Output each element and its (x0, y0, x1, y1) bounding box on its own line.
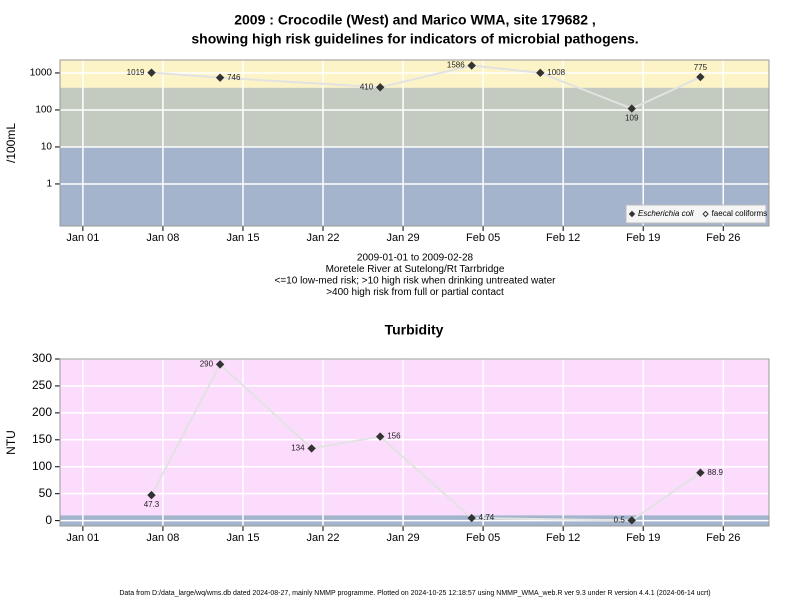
x-tick-label: Jan 08 (146, 232, 179, 244)
value-label: 290 (200, 359, 214, 368)
value-label: 88.9 (707, 468, 723, 477)
data-point (467, 513, 476, 523)
legend-marker (702, 210, 709, 218)
x-tick-label: Jan 15 (226, 232, 259, 244)
x-tick-label: Feb 19 (626, 232, 660, 244)
value-label: 1019 (127, 68, 145, 77)
x-tick-label: Jan 29 (387, 232, 420, 244)
caption-line: <=10 low-med risk; >10 high risk when dr… (275, 276, 557, 287)
x-tick-label: Jan 15 (226, 532, 259, 544)
footer: Data from D:/data_large/wq/wms.db dated … (119, 590, 710, 597)
risk-band (60, 87, 769, 147)
x-tick-label: Jan 08 (146, 532, 179, 544)
chart-title: Turbidity (385, 322, 444, 338)
data-point (215, 360, 225, 369)
data-point (215, 73, 225, 82)
data-point (147, 68, 156, 77)
x-tick-label: Jan 22 (307, 232, 340, 244)
data-point (467, 61, 476, 70)
data-point (375, 83, 385, 92)
caption-line: Moretele River at Sutelong/Rt Tarrbridge (326, 264, 505, 275)
data-point (536, 68, 545, 78)
legend-label: faecal coliforms (712, 209, 768, 218)
y-tick-label: 100 (32, 459, 52, 473)
data-point (375, 432, 385, 441)
value-label: 4.74 (479, 513, 495, 522)
y-tick-label: 0 (45, 513, 52, 527)
x-tick-label: Jan 01 (66, 232, 99, 244)
risk-band (60, 359, 769, 516)
x-tick-label: Feb 12 (546, 532, 580, 544)
x-tick-label: Feb 12 (546, 232, 580, 244)
value-label: 775 (694, 63, 708, 72)
caption-line: 2009-01-01 to 2009-02-28 (357, 253, 474, 264)
y-tick-label: 10 (41, 142, 53, 153)
value-label: 134 (291, 444, 305, 453)
legend-box (625, 204, 767, 224)
y-tick-label: 300 (32, 351, 52, 365)
x-tick-label: Feb 05 (466, 232, 500, 244)
x-tick-label: Jan 29 (387, 532, 420, 544)
x-tick-label: Feb 05 (466, 532, 500, 544)
value-label: 156 (387, 432, 401, 441)
caption-line: >400 high risk from full or partial cont… (326, 287, 504, 298)
data-point (147, 490, 156, 500)
x-tick-label: Feb 19 (626, 532, 660, 544)
data-point (627, 516, 636, 525)
chart-title: 2009 : Crocodile (West) and Marico WMA, … (234, 12, 596, 28)
data-point (627, 104, 636, 113)
y-tick-label: 200 (32, 405, 52, 419)
data-point (307, 444, 316, 453)
legend-label: Escherichia coli (638, 209, 694, 218)
value-label: 410 (360, 82, 374, 91)
value-label: 1586 (447, 61, 465, 70)
value-label: 1008 (547, 68, 565, 77)
chart-subtitle: showing high risk guidelines for indicat… (191, 31, 638, 47)
value-label: 47.3 (144, 500, 160, 509)
x-tick-label: Feb 26 (706, 232, 740, 244)
y-tick-label: 150 (32, 432, 52, 446)
x-tick-label: Feb 26 (706, 532, 740, 544)
y-tick-label: 250 (32, 378, 52, 392)
data-point (696, 468, 705, 477)
y-tick-label: 1000 (30, 68, 53, 79)
plot-frame (59, 358, 770, 527)
y-tick-label: 50 (39, 486, 53, 500)
x-tick-label: Jan 01 (66, 532, 99, 544)
legend-marker (628, 210, 636, 218)
value-label: 0.5 (614, 515, 626, 524)
x-tick-label: Jan 22 (307, 532, 340, 544)
data-point (696, 72, 705, 82)
y-tick-label: 1 (46, 179, 52, 190)
y-axis-label: NTU (4, 430, 18, 455)
value-label: 746 (227, 73, 241, 82)
value-label: 109 (625, 114, 639, 123)
y-axis-label: /100mL (4, 123, 18, 163)
plot-frame (59, 59, 770, 227)
y-tick-label: 100 (35, 105, 52, 116)
